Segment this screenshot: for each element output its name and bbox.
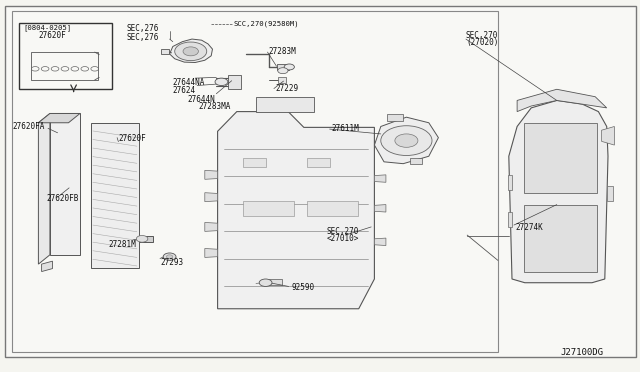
Circle shape	[166, 255, 173, 259]
Text: 27644N: 27644N	[188, 95, 215, 104]
Bar	[243, 158, 266, 167]
Polygon shape	[517, 89, 607, 112]
Polygon shape	[508, 175, 512, 190]
Text: (27020): (27020)	[466, 38, 499, 47]
Polygon shape	[218, 112, 374, 309]
Text: 27644NA: 27644NA	[173, 78, 205, 87]
Text: 27274K: 27274K	[516, 223, 543, 232]
Bar	[524, 205, 597, 272]
Circle shape	[136, 235, 148, 242]
Text: 27620F: 27620F	[38, 31, 66, 40]
Bar	[256, 97, 314, 112]
Bar	[307, 158, 330, 167]
Bar	[161, 49, 169, 54]
Polygon shape	[509, 100, 608, 283]
Bar	[410, 158, 422, 164]
Text: 27620F: 27620F	[118, 134, 146, 143]
Text: 27611M: 27611M	[332, 124, 359, 133]
Polygon shape	[38, 113, 80, 123]
Bar	[278, 77, 286, 83]
Polygon shape	[607, 186, 613, 201]
Bar	[307, 201, 358, 216]
Text: 27620FB: 27620FB	[46, 194, 79, 203]
Bar	[277, 64, 289, 70]
Polygon shape	[374, 117, 438, 164]
Bar	[19, 23, 112, 89]
Polygon shape	[38, 113, 50, 264]
Circle shape	[163, 253, 176, 260]
Polygon shape	[205, 170, 218, 179]
Circle shape	[278, 68, 288, 74]
Bar	[387, 114, 403, 121]
Bar	[31, 52, 98, 80]
Polygon shape	[170, 39, 212, 62]
Bar	[524, 123, 597, 193]
Text: 27229: 27229	[275, 84, 298, 93]
Circle shape	[183, 47, 198, 56]
Text: 27283MA: 27283MA	[198, 102, 231, 111]
Bar	[243, 201, 294, 216]
Text: SEC,276: SEC,276	[127, 33, 159, 42]
Text: 27281M: 27281M	[109, 240, 136, 249]
Bar	[269, 279, 282, 285]
Polygon shape	[374, 205, 386, 212]
Bar	[139, 236, 153, 242]
Text: 27293: 27293	[160, 258, 183, 267]
Polygon shape	[602, 126, 614, 145]
Polygon shape	[205, 193, 218, 202]
Polygon shape	[205, 222, 218, 231]
Circle shape	[175, 42, 207, 61]
Polygon shape	[205, 248, 218, 257]
Text: 27283M: 27283M	[269, 47, 296, 56]
Text: 27620FA: 27620FA	[12, 122, 45, 131]
Bar	[91, 123, 139, 268]
Text: J27100DG: J27100DG	[560, 348, 603, 357]
Text: 27624: 27624	[173, 86, 196, 94]
Text: SEC,276: SEC,276	[127, 24, 159, 33]
Text: SEC,270: SEC,270	[326, 227, 359, 236]
Bar	[228, 75, 241, 89]
Bar	[12, 11, 498, 352]
Text: SCC,270(92580M): SCC,270(92580M)	[234, 21, 300, 28]
Text: [0804-0205]: [0804-0205]	[23, 25, 71, 31]
Polygon shape	[374, 238, 386, 246]
Circle shape	[284, 64, 294, 70]
Polygon shape	[42, 261, 52, 272]
Circle shape	[395, 134, 418, 147]
Text: SEC,270: SEC,270	[466, 31, 499, 40]
Polygon shape	[374, 175, 386, 182]
Polygon shape	[50, 113, 80, 255]
Text: <27010>: <27010>	[326, 234, 359, 243]
Circle shape	[259, 279, 272, 286]
Circle shape	[381, 126, 432, 155]
Text: 92590: 92590	[291, 283, 314, 292]
Circle shape	[215, 78, 228, 86]
Polygon shape	[508, 212, 512, 227]
